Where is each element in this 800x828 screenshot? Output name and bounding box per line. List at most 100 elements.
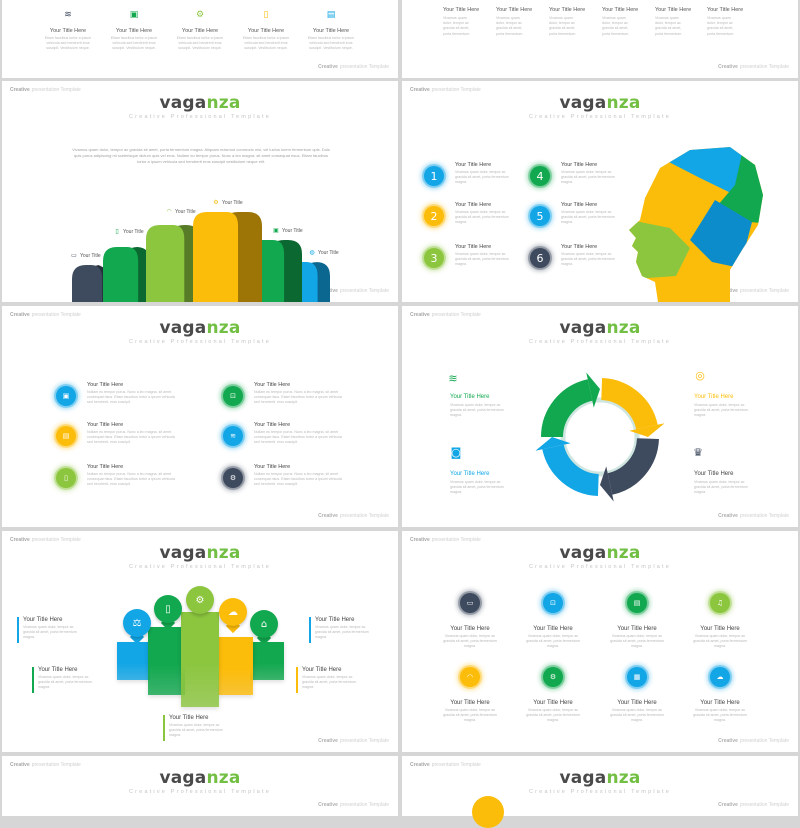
item-body: Vivamus quam dolor, tempor ac gravida si… <box>450 403 504 418</box>
column-bar <box>250 642 284 680</box>
item-title: Your Title Here <box>181 28 219 34</box>
brand-dark: vaga <box>159 93 207 113</box>
accent-bar <box>163 715 165 741</box>
number-circle: 4 <box>530 166 550 186</box>
slide-header: Creative presentation Template <box>410 312 481 318</box>
number-circle: 3 <box>424 248 444 268</box>
header-light: presentation Template <box>431 762 481 768</box>
header-bold: Creative <box>410 87 430 93</box>
music-icon: ♫ <box>710 593 730 613</box>
gear-icon: ⚙ <box>186 586 214 614</box>
cycle-arrowhead <box>535 437 571 451</box>
item-title: Your Title Here <box>655 7 692 13</box>
accent-bar <box>309 617 311 643</box>
footer-bold: Creative <box>318 64 338 70</box>
brand-subtitle: Creative Professional Template <box>528 789 672 795</box>
gear-icon: ⚙ <box>543 667 563 687</box>
item-title: Your Title Here <box>247 28 285 34</box>
accent-bar <box>296 667 298 693</box>
slide-icon-grid[interactable]: Creative presentation Template vaganza Crea… <box>402 531 798 752</box>
item-title: Your Title Here <box>450 394 490 400</box>
slide-header: Creative presentation Template <box>410 537 481 543</box>
item-title: Your Title Here <box>87 464 124 470</box>
header-light: presentation Template <box>431 312 481 318</box>
item-title: Your Title Here <box>617 700 657 706</box>
header-light: presentation Template <box>31 312 81 318</box>
gear-icon: ⚙ <box>223 468 243 488</box>
column-bar <box>218 637 253 695</box>
item-title: Your Title Here <box>450 471 490 477</box>
gear-icon: ⚙ <box>195 9 205 20</box>
clipboard-icon: ▤ <box>56 426 76 446</box>
accent-bar <box>32 667 34 693</box>
brand-accent: nza <box>606 768 641 788</box>
brand-accent: nza <box>206 93 241 113</box>
brand-accent: nza <box>206 543 241 563</box>
header-bold: Creative <box>10 312 30 318</box>
arch-label: Your Title <box>318 250 339 256</box>
cloud-download-icon: ☁ <box>710 667 730 687</box>
item-body: Vivamus quam dolor, tempor ac gravida si… <box>315 625 369 640</box>
item-body: Nullam eu tempor purus. Nunc a leo magna… <box>87 390 175 405</box>
item-body: Vivamus quam dolor, tempor ac gravida si… <box>455 210 509 225</box>
rss-icon: ≋ <box>64 9 72 20</box>
lock-icon: ⊡ <box>543 593 563 613</box>
brand-accent: nza <box>606 318 641 338</box>
footer-light: presentation Template <box>739 288 789 294</box>
item-body: Vivamus quam dolor, tempor ac gravida si… <box>496 16 523 36</box>
slide-icon-list[interactable]: Creative presentation Template vaganza Crea… <box>2 306 398 527</box>
brand-subtitle: Creative Professional Template <box>128 789 272 795</box>
slide-header: Creative presentation Template <box>10 312 81 318</box>
item-title: Your Title Here <box>455 244 492 250</box>
arch-bar <box>72 265 108 302</box>
header-bold: Creative <box>10 762 30 768</box>
brand-logo: vaganza <box>2 768 398 788</box>
cycle-graphic <box>535 372 665 502</box>
arches-graphic <box>72 212 330 302</box>
item-body: Nullam eu tempor purus. Nunc a leo magna… <box>254 430 342 445</box>
brand-subtitle: Creative Professional Template <box>528 114 672 120</box>
slide-bottom-left[interactable]: Creative presentation Template vaganza Crea… <box>2 756 398 816</box>
item-body: Etiam faucibus tortor a ipsum vehicula s… <box>307 36 355 51</box>
cycle-arrow <box>541 379 593 438</box>
item-title: Your Title Here <box>694 394 734 400</box>
item-title: Your Title Here <box>700 626 740 632</box>
cycle-arrow <box>607 437 659 495</box>
item-title: Your Title Here <box>455 162 492 168</box>
slide-cycle[interactable]: Creative presentation Template vaganza Crea… <box>402 306 798 527</box>
item-title: Your Title Here <box>87 422 124 428</box>
item-title: Your Title Here <box>312 28 350 34</box>
header-light: presentation Template <box>431 87 481 93</box>
brand-subtitle: Creative Professional Template <box>128 564 272 570</box>
slide-bottom-right[interactable]: Creative presentation Template vaganza Crea… <box>402 756 798 816</box>
brand-dark: vaga <box>559 93 607 113</box>
item-body: Vivamus quam dolor, tempor ac gravida si… <box>655 16 682 36</box>
footer-bold: Creative <box>318 802 338 808</box>
item-body: Etiam faucibus tortor a ipsum vehicula s… <box>110 36 158 51</box>
cycle-arrow <box>600 378 658 430</box>
arch-label: Your Title <box>123 229 144 235</box>
footer-bold: Creative <box>718 738 738 744</box>
item-body: Vivamus quam dolor, tempor ac gravida si… <box>38 675 92 690</box>
item-title: Your Title Here <box>443 7 480 13</box>
phone-icon: ▯ <box>154 595 182 623</box>
footer-light: presentation Template <box>339 513 389 519</box>
cycle-arrowhead <box>586 372 600 408</box>
slide-puzzle-head[interactable]: Creative presentation Template vaganza Crea… <box>402 81 798 302</box>
slide-header: Creative presentation Template <box>10 87 81 93</box>
number-circle: 5 <box>530 206 550 226</box>
item-body: Vivamus quam dolor, tempor ac gravida si… <box>443 16 470 36</box>
phone-icon: ▯ <box>263 9 269 20</box>
cycle-arrowhead <box>629 423 665 437</box>
header-light: presentation Template <box>431 537 481 543</box>
item-title: Your Title Here <box>254 382 291 388</box>
item-body: Vivamus quam dolor, tempor ac gravida si… <box>526 634 580 649</box>
item-body: Vivamus quam dolor, tempor ac gravida si… <box>526 708 580 723</box>
arch-label: Your Title <box>222 200 243 206</box>
